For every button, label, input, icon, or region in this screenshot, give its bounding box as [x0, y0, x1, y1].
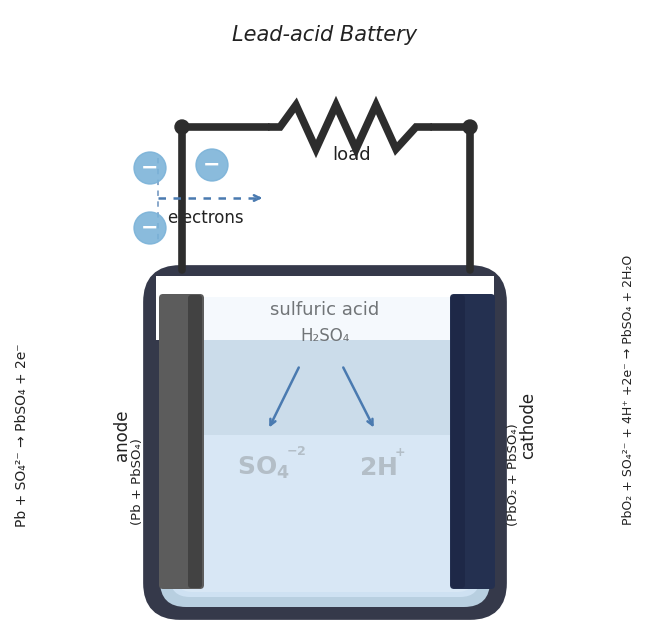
Circle shape — [134, 152, 166, 184]
Text: Pb + SO₄²⁻ → PbSO₄ + 2e⁻: Pb + SO₄²⁻ → PbSO₄ + 2e⁻ — [15, 343, 29, 527]
Text: −: − — [141, 218, 159, 238]
Text: load: load — [333, 146, 371, 164]
FancyBboxPatch shape — [451, 295, 465, 588]
Text: anode: anode — [113, 409, 131, 460]
Text: (PbO₂ + PbSO₄): (PbO₂ + PbSO₄) — [506, 424, 519, 527]
Text: H₂SO₄: H₂SO₄ — [300, 327, 350, 345]
Circle shape — [463, 120, 477, 134]
Text: $\mathbf{2H}$: $\mathbf{2H}$ — [359, 456, 397, 480]
Text: $\mathbf{SO_4}$: $\mathbf{SO_4}$ — [237, 455, 289, 481]
Text: −: − — [141, 158, 159, 178]
FancyBboxPatch shape — [156, 276, 494, 340]
FancyBboxPatch shape — [160, 282, 490, 607]
FancyBboxPatch shape — [148, 270, 502, 615]
FancyBboxPatch shape — [175, 297, 475, 592]
Text: $\mathbf{^{+}}$: $\mathbf{^{+}}$ — [395, 447, 406, 465]
Text: PbO₂ + SO₄²⁻ + 4H⁺ +2e⁻ → PbSO₄ + 2H₂O: PbO₂ + SO₄²⁻ + 4H⁺ +2e⁻ → PbSO₄ + 2H₂O — [621, 255, 634, 525]
Circle shape — [175, 120, 189, 134]
Circle shape — [134, 212, 166, 244]
Text: −: − — [203, 155, 221, 175]
Text: $\mathbf{^{-2}}$: $\mathbf{^{-2}}$ — [286, 447, 306, 465]
Circle shape — [196, 149, 228, 181]
FancyBboxPatch shape — [170, 435, 480, 597]
Text: cathode: cathode — [519, 391, 537, 459]
FancyBboxPatch shape — [450, 294, 495, 589]
Text: Lead-acid Battery: Lead-acid Battery — [233, 25, 417, 45]
Text: electrons: electrons — [167, 209, 244, 227]
FancyBboxPatch shape — [159, 294, 204, 589]
Text: (Pb + PbSO₄): (Pb + PbSO₄) — [131, 439, 144, 525]
Text: sulfuric acid: sulfuric acid — [270, 301, 380, 319]
FancyBboxPatch shape — [188, 295, 202, 588]
